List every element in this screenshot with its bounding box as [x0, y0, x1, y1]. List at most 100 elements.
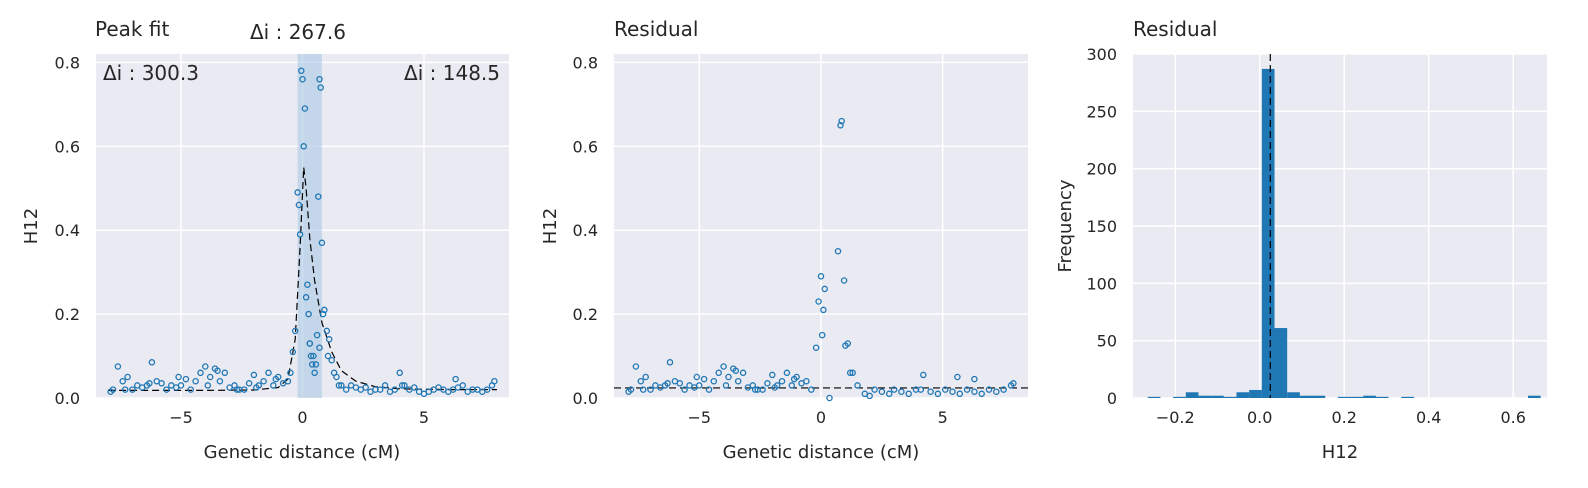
residual-scatter-panel: −5 0 5 0.0 0.2 0.4 0.6 0.8 Residual Genetic dis…: [540, 17, 1028, 463]
data-point: [221, 369, 229, 377]
data-point: [325, 336, 333, 343]
annotation-left: Δi : 300.3: [103, 61, 199, 85]
x-tick-label: −5: [687, 408, 711, 427]
y-axis-label: Frequency: [1055, 179, 1076, 272]
data-point: [837, 122, 844, 129]
data-point: [715, 369, 722, 377]
x-tick-label: 5: [419, 408, 429, 427]
data-point: [304, 281, 311, 288]
data-point: [187, 386, 194, 393]
data-point: [459, 382, 467, 389]
data-point: [119, 377, 126, 385]
data-point: [265, 369, 272, 377]
data-point: [158, 380, 165, 387]
histogram-bar: [1527, 395, 1541, 398]
histogram-bar: [1261, 68, 1275, 398]
data-point: [759, 386, 766, 393]
data-point: [308, 361, 316, 368]
data-point: [818, 331, 826, 339]
data-point: [483, 386, 491, 393]
data-point: [491, 377, 498, 385]
data-point: [307, 352, 315, 360]
data-point: [1010, 380, 1017, 387]
data-point: [253, 384, 260, 391]
data-point: [705, 386, 713, 393]
data-point: [710, 377, 718, 385]
data-point: [398, 382, 406, 389]
data-point: [245, 380, 253, 387]
data-point: [391, 386, 399, 393]
data-point: [289, 348, 297, 356]
x-tick-label: 0.6: [1500, 408, 1525, 427]
data-point: [725, 373, 732, 381]
histogram-bar: [1236, 392, 1250, 398]
panel-title: Residual: [1133, 17, 1217, 41]
data-point: [917, 386, 925, 393]
data-point: [849, 369, 856, 377]
histogram-bar: [1223, 396, 1237, 398]
data-point: [978, 390, 985, 398]
data-point: [396, 369, 403, 377]
data-point: [202, 363, 209, 370]
data-point: [771, 384, 778, 391]
data-point: [963, 386, 971, 393]
tick-labels: −0.2 0.0 0.2 0.4 0.6 0 50 100 150 200 250 300: [1086, 45, 1525, 427]
histogram-bar: [1249, 389, 1262, 398]
histogram-bar: [1363, 395, 1376, 398]
data-point: [993, 388, 1000, 395]
data-point: [647, 386, 654, 393]
y-tick-label: 50: [1097, 332, 1117, 351]
panel-title: Peak fit: [95, 17, 169, 41]
data-point: [734, 377, 742, 385]
data-point: [299, 75, 306, 83]
data-point: [941, 386, 949, 393]
annotation-right: Δi : 148.5: [404, 61, 500, 85]
data-point: [695, 382, 703, 389]
data-point: [751, 386, 759, 393]
data-point: [206, 373, 214, 381]
y-axis-label: H12: [21, 208, 42, 244]
data-point: [260, 377, 267, 385]
data-point: [295, 201, 303, 209]
histogram-bar: [1198, 395, 1212, 398]
data-point: [693, 373, 701, 381]
data-point: [627, 386, 635, 393]
data-point: [664, 380, 671, 387]
data-point: [971, 375, 978, 383]
y-tick-label: 0.4: [573, 221, 598, 240]
data-point: [788, 382, 796, 389]
data-point: [854, 382, 861, 389]
y-tick-label: 0.8: [55, 53, 80, 72]
data-point: [817, 273, 825, 280]
y-tick-label: 300: [1086, 45, 1117, 64]
data-point: [815, 298, 822, 305]
data-point: [177, 382, 185, 389]
data-point: [844, 340, 852, 347]
data-point: [1000, 386, 1007, 393]
data-point: [411, 384, 418, 391]
x-tick-label: 0.0: [1247, 408, 1272, 427]
histogram-bar: [1337, 396, 1351, 398]
data-point: [642, 373, 649, 381]
data-point: [783, 369, 791, 377]
y-tick-label: 100: [1086, 274, 1117, 293]
x-axis-label: Genetic distance (cM): [204, 442, 401, 463]
data-point: [335, 382, 343, 389]
data-point: [342, 386, 350, 393]
data-point: [316, 75, 323, 83]
gridlines: [614, 54, 1028, 399]
data-point: [298, 67, 305, 75]
data-point: [820, 306, 827, 314]
data-point: [114, 363, 122, 370]
x-tick-label: −5: [169, 408, 193, 427]
data-point: [324, 352, 332, 360]
y-axis-label: H12: [540, 208, 561, 244]
data-point: [949, 388, 956, 395]
data-point: [240, 386, 248, 393]
data-point: [197, 369, 204, 377]
annotation-peak: Δi : 267.6: [250, 20, 346, 44]
data-point: [834, 247, 842, 255]
x-tick-label: 0.4: [1416, 408, 1441, 427]
data-point: [803, 377, 810, 385]
data-point: [890, 386, 898, 393]
